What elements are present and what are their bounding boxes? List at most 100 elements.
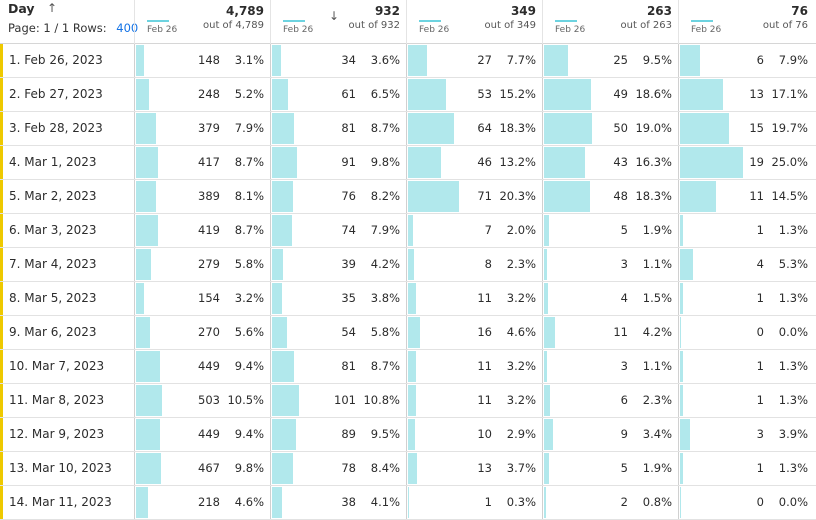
cell-value: 11 <box>749 189 764 203</box>
table-row[interactable]: 7. Mar 4, 2023 279 5.8% 39 4.2% 8 2.3% 3 1.1% 4 5.… <box>0 248 816 282</box>
cell-value: 27 <box>477 53 492 67</box>
metric-cell: 4 5.3% <box>678 248 814 281</box>
metric-cell: 43 16.3% <box>542 146 678 179</box>
cell-value: 1 <box>484 495 492 509</box>
arrow-up-icon[interactable]: ↑ <box>47 1 58 15</box>
cell-value: 0 <box>756 325 764 339</box>
cell-value: 25 <box>613 53 628 67</box>
cell-percent: 7.7% <box>506 53 536 67</box>
row-label: 14. Mar 11, 2023 <box>0 486 134 519</box>
table-row[interactable]: 4. Mar 1, 2023 417 8.7% 91 9.8% 46 13.2% 43 16.3… <box>0 146 816 180</box>
table-row[interactable]: 14. Mar 11, 2023 218 4.6% 38 4.1% 1 0.3% 2 0.8% 0… <box>0 486 816 520</box>
cell-percent: 0.8% <box>642 495 672 509</box>
cell-value: 379 <box>198 121 220 135</box>
table-row[interactable]: 12. Mar 9, 2023 449 9.4% 89 9.5% 10 2.9% 9 3.4% 3… <box>0 418 816 452</box>
metric-header-5[interactable]: Feb 26 76 out of 76 <box>678 0 814 44</box>
cell-bar <box>680 147 743 178</box>
cell-value: 39 <box>341 257 356 271</box>
cell-percent: 9.5% <box>370 427 400 441</box>
cell-percent: 5.8% <box>234 257 264 271</box>
row-label: 3. Feb 28, 2023 <box>0 112 134 145</box>
cell-percent: 1.3% <box>778 461 808 475</box>
cell-bar <box>544 351 547 382</box>
metric-cell: 1 0.3% <box>406 486 542 519</box>
cell-bar <box>272 487 282 518</box>
table-row[interactable]: 10. Mar 7, 2023 449 9.4% 81 8.7% 11 3.2% 3 1.1% 1… <box>0 350 816 384</box>
cell-bar <box>408 249 414 280</box>
row-label: 8. Mar 5, 2023 <box>0 282 134 315</box>
cell-percent: 17.1% <box>771 87 808 101</box>
metric-cell: 503 10.5% <box>134 384 270 417</box>
cell-percent: 19.0% <box>635 121 672 135</box>
cell-bar <box>408 215 413 246</box>
table-row[interactable]: 13. Mar 10, 2023 467 9.8% 78 8.4% 13 3.7% 5 1.9%… <box>0 452 816 486</box>
dimension-header[interactable]: Day ↑ Page: 1 / 1 Rows: 400 <box>0 0 138 44</box>
table-row[interactable]: 5. Mar 2, 2023 389 8.1% 76 8.2% 71 20.3% 48 18.3… <box>0 180 816 214</box>
row-label: 1. Feb 26, 2023 <box>0 44 134 77</box>
rows-per-page-select[interactable]: 400 <box>116 21 139 35</box>
header-sparkline <box>283 20 305 22</box>
metric-cell: 389 8.1% <box>134 180 270 213</box>
cell-percent: 5.8% <box>370 325 400 339</box>
cell-percent: 1.5% <box>642 291 672 305</box>
cell-value: 4 <box>620 291 628 305</box>
cell-percent: 4.2% <box>642 325 672 339</box>
cell-percent: 5.2% <box>234 87 264 101</box>
table-row[interactable]: 2. Feb 27, 2023 248 5.2% 61 6.5% 53 15.2% 49 18.… <box>0 78 816 112</box>
cell-percent: 5.6% <box>234 325 264 339</box>
cell-value: 5 <box>620 223 628 237</box>
metric-cell: 379 7.9% <box>134 112 270 145</box>
cell-percent: 19.7% <box>771 121 808 135</box>
cell-value: 8 <box>484 257 492 271</box>
rows-label: Rows: <box>72 21 107 35</box>
table-row[interactable]: 1. Feb 26, 2023 148 3.1% 34 3.6% 27 7.7% 25 9.5%… <box>0 44 816 78</box>
metric-cell: 54 5.8% <box>270 316 406 349</box>
cell-bar <box>408 351 416 382</box>
metric-cell: 64 18.3% <box>406 112 542 145</box>
cell-percent: 3.2% <box>234 291 264 305</box>
row-label: 7. Mar 4, 2023 <box>0 248 134 281</box>
cell-value: 13 <box>749 87 764 101</box>
metric-cell: 5 1.9% <box>542 452 678 485</box>
metric-cell: 89 9.5% <box>270 418 406 451</box>
arrow-down-icon[interactable]: ↓ <box>329 9 340 23</box>
metric-cell: 25 9.5% <box>542 44 678 77</box>
metric-header-4[interactable]: Feb 26 263 out of 263 <box>542 0 678 44</box>
metric-out-of: out of 932 <box>348 20 400 31</box>
table-row[interactable]: 8. Mar 5, 2023 154 3.2% 35 3.8% 11 3.2% 4 1.5% 1 1… <box>0 282 816 316</box>
pagination-info: Page: 1 / 1 Rows: 400 <box>8 21 138 35</box>
metric-cell: 19 25.0% <box>678 146 814 179</box>
metric-cell: 1 1.3% <box>678 214 814 247</box>
table-row[interactable]: 11. Mar 8, 2023 503 10.5% 101 10.8% 11 3.2% 6 2.… <box>0 384 816 418</box>
metric-cell: 27 7.7% <box>406 44 542 77</box>
metric-header-2[interactable]: Feb 26 932 out of 932 ↓ <box>270 0 406 44</box>
cell-percent: 20.3% <box>499 189 536 203</box>
metric-cell: 3 1.1% <box>542 248 678 281</box>
metric-cell: 71 20.3% <box>406 180 542 213</box>
cell-bar <box>272 453 293 484</box>
dimension-title[interactable]: Day <box>8 1 35 16</box>
metric-total: 263 <box>646 4 672 18</box>
page-label: Page: 1 / 1 <box>8 21 70 35</box>
metric-header-3[interactable]: Feb 26 349 out of 349 <box>406 0 542 44</box>
metric-header-1[interactable]: Feb 26 4,789 out of 4,789 <box>134 0 270 44</box>
cell-percent: 3.7% <box>506 461 536 475</box>
cell-percent: 7.9% <box>234 121 264 135</box>
cell-bar <box>544 419 553 450</box>
table-row[interactable]: 6. Mar 3, 2023 419 8.7% 74 7.9% 7 2.0% 5 1.9% 1 1.… <box>0 214 816 248</box>
table-row[interactable]: 9. Mar 6, 2023 270 5.6% 54 5.8% 16 4.6% 11 4.2% 0… <box>0 316 816 350</box>
table-row[interactable]: 3. Feb 28, 2023 379 7.9% 81 8.7% 64 18.3% 50 19.… <box>0 112 816 146</box>
cell-percent: 8.4% <box>370 461 400 475</box>
cell-percent: 0.3% <box>506 495 536 509</box>
cell-percent: 3.2% <box>506 393 536 407</box>
cell-value: 61 <box>341 87 356 101</box>
cell-value: 389 <box>198 189 220 203</box>
cell-value: 3 <box>620 359 628 373</box>
cell-percent: 8.7% <box>234 155 264 169</box>
cell-bar <box>408 113 454 144</box>
cell-value: 71 <box>477 189 492 203</box>
metric-cell: 49 18.6% <box>542 78 678 111</box>
metric-cell: 11 3.2% <box>406 350 542 383</box>
cell-percent: 1.3% <box>778 359 808 373</box>
cell-value: 449 <box>198 427 220 441</box>
